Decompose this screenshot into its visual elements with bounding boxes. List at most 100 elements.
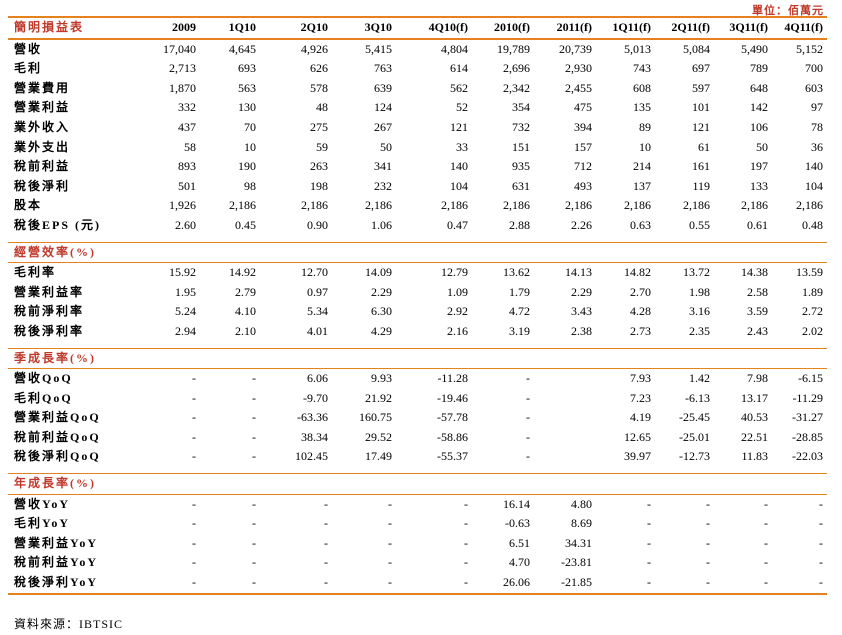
value-cell: 59 [316,139,328,154]
value-cell: -21.85 [534,573,596,595]
value-cell: 4.10 [235,304,256,319]
section-title: 季成長率(%) [8,347,140,370]
value-cell: - [819,535,823,550]
value-cell: - [764,535,768,550]
row-label: 營業利益 [14,100,71,115]
value-cell: 697 [692,61,710,76]
value-cell: - [647,516,651,531]
value-cell: - [192,371,196,386]
value-cell: 2,713 [169,61,196,76]
value-cell: 2.10 [235,323,256,338]
value-cell: - [706,516,710,531]
value-cell: 763 [374,61,392,76]
value-cell: 0.63 [630,217,651,232]
value-cell: 12.79 [441,265,468,280]
value-cell: 140 [805,159,823,174]
table-row: 稅後淨利YoY - - - - -26.06 -21.85- - - - [8,573,827,595]
value-cell: -22.03 [792,449,823,464]
value-cell: 2,186 [683,198,710,213]
value-cell: - [647,535,651,550]
value-cell: - [252,516,256,531]
value-cell: 10 [639,139,651,154]
value-cell: - [192,429,196,444]
value-cell: 501 [178,178,196,193]
value-cell: 2.73 [630,323,651,338]
value-cell: -0.63 [505,516,530,531]
section-header-row: 經營效率(%) [8,241,827,264]
value-cell: 639 [374,80,392,95]
value-cell: 626 [310,61,328,76]
value-cell: 2.29 [371,284,392,299]
value-cell: 631 [512,178,530,193]
value-cell: 119 [692,178,710,193]
value-cell: - [764,555,768,570]
value-cell: 137 [633,178,651,193]
period-header: 4Q10(f) [396,16,472,40]
value-cell: 14.82 [624,265,651,280]
value-cell: - [706,555,710,570]
value-cell: -23.81 [561,555,592,570]
row-label: 營業利益QoQ [14,410,101,425]
row-label: 毛利 [14,61,43,76]
section-header-cell [396,347,472,370]
section-header-cell [655,241,714,264]
value-cell: 5,152 [796,41,823,56]
value-cell: 11.83 [741,449,768,464]
value-cell: 121 [692,119,710,134]
value-cell: 50 [380,139,392,154]
value-cell: 40.53 [741,410,768,425]
value-cell: 732 [512,119,530,134]
value-cell: 14.92 [229,265,256,280]
value-cell: 151 [512,139,530,154]
value-cell: 70 [244,119,256,134]
value-cell [534,389,596,409]
value-cell: 7.23 [630,390,651,405]
value-cell: 2.92 [447,304,468,319]
value-cell: -11.29 [792,390,823,405]
row-label: 營收YoY [14,496,71,511]
table-row: 稅後淨利QoQ - - 102.45 17.49 -55.37 - 39.97 -12.73 11… [8,447,827,467]
value-cell: 2.02 [802,323,823,338]
value-cell: 14.09 [365,265,392,280]
table-row: 稅前利益YoY - - - - - 4.70 -23.81 - - - - [8,553,827,573]
section-header-cell [332,241,396,264]
value-cell: 98 [244,178,256,193]
value-cell: - [526,371,530,386]
value-cell: 13.59 [796,265,823,280]
value-cell: 0.45 [235,217,256,232]
period-header: 3Q11(f) [714,16,772,40]
section-title: 經營效率(%) [8,241,140,264]
row-label: 稅後淨利率 [14,323,85,338]
value-cell: 78 [811,119,823,134]
period-header: 1Q10 [200,16,260,40]
section-header-cell [396,241,472,264]
row-label: 稅後淨利 [14,178,71,193]
value-cell: 26.06 [472,573,534,595]
table-title: 簡明損益表 [8,16,140,40]
value-cell: 2.79 [235,284,256,299]
value-cell: 104 [450,178,468,193]
table-row: 股本 1,926 2,186 2,186 2,186 2,186 2,186 2,186 2,1… [8,196,827,216]
value-cell: 2.58 [747,284,768,299]
period-header: 3Q10 [332,16,396,40]
value-cell: 2,186 [441,198,468,213]
table-row: 稅後EPS (元) 2.60 0.45 0.90 1.06 0.47 2.88 2.26 0.6… [8,216,827,236]
value-cell: 38.34 [301,429,328,444]
value-cell: 4,804 [441,41,468,56]
value-cell: 34.31 [565,535,592,550]
value-cell: 14.38 [741,265,768,280]
value-cell: 58 [184,139,196,154]
value-cell: -25.01 [679,429,710,444]
value-cell: 893 [178,159,196,174]
period-header: 2010(f) [472,16,534,40]
section-header-cell [140,347,200,370]
value-cell: 5.24 [175,304,196,319]
value-cell: 0.55 [689,217,710,232]
row-label: 毛利率 [14,265,57,280]
value-cell: 5.34 [307,304,328,319]
section-header-cell [472,347,534,370]
value-cell: - [252,410,256,425]
value-cell: 0.47 [447,217,468,232]
value-cell: - [464,555,468,570]
value-cell: 3.16 [689,304,710,319]
